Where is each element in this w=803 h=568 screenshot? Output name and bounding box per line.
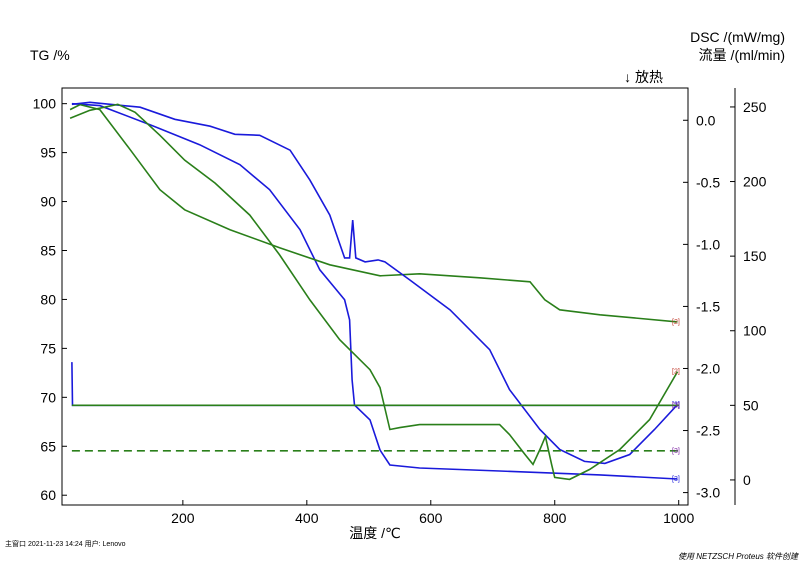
y2-tick-label: -1.0 xyxy=(696,236,720,252)
y2-tick-label: -1.5 xyxy=(696,298,720,314)
footer-right: 使用 NETZSCH Proteus 软件创建 xyxy=(678,552,799,561)
x-axis-label: 温度 /℃ xyxy=(349,525,401,541)
y-tick-label: 85 xyxy=(40,242,56,258)
annotation: ↓ 放热 xyxy=(624,69,663,85)
y-tick-label: 65 xyxy=(40,438,56,454)
y2-axis-label: DSC /(mW/mg) xyxy=(690,29,785,45)
x-tick-label: 1000 xyxy=(663,510,694,526)
y3-tick-label: 50 xyxy=(743,397,759,413)
y-axis-label: TG /% xyxy=(30,47,70,63)
y2-tick-label: -3.0 xyxy=(696,485,720,501)
y2-tick-label: -0.5 xyxy=(696,174,720,190)
y-tick-label: 80 xyxy=(40,291,56,307)
y2-tick-label: 0.0 xyxy=(696,112,716,128)
series-end-label: [3] xyxy=(672,402,680,409)
series-line xyxy=(69,103,679,481)
series-line xyxy=(69,103,678,323)
plot-frame xyxy=(61,87,689,506)
series-end-label: [2] xyxy=(672,369,680,376)
x-tick-label: 400 xyxy=(295,510,319,526)
y-tick-label: 75 xyxy=(40,340,56,356)
x-tick-label: 600 xyxy=(419,510,443,526)
y3-tick-label: 0 xyxy=(743,472,751,488)
y3-tick-label: 150 xyxy=(743,248,767,264)
y3-tick-label: 250 xyxy=(743,99,767,115)
series-line xyxy=(71,362,679,407)
y2-tick-label: -2.0 xyxy=(696,360,720,376)
series-end-label: [3] xyxy=(672,448,680,455)
x-tick-label: 800 xyxy=(543,510,567,526)
y3-tick-label: 200 xyxy=(743,174,767,190)
x-tick-label: 200 xyxy=(171,510,195,526)
series-end-label: [2] xyxy=(672,319,680,326)
series-line xyxy=(71,101,679,465)
y-tick-label: 70 xyxy=(40,389,56,405)
y-tick-label: 100 xyxy=(33,96,57,112)
footer-left: 主窗口 2021-11-23 14:24 用户: Lenovo xyxy=(5,539,126,548)
y-tick-label: 60 xyxy=(40,487,56,503)
y2-tick-label: -2.5 xyxy=(696,423,720,439)
series-end-label: [3] xyxy=(672,476,680,483)
y-tick-label: 90 xyxy=(40,194,56,210)
series-line xyxy=(71,102,678,480)
y-tick-label: 95 xyxy=(40,145,56,161)
y3-axis-label: 流量 /(ml/min) xyxy=(699,47,785,63)
y3-tick-label: 100 xyxy=(743,323,767,339)
